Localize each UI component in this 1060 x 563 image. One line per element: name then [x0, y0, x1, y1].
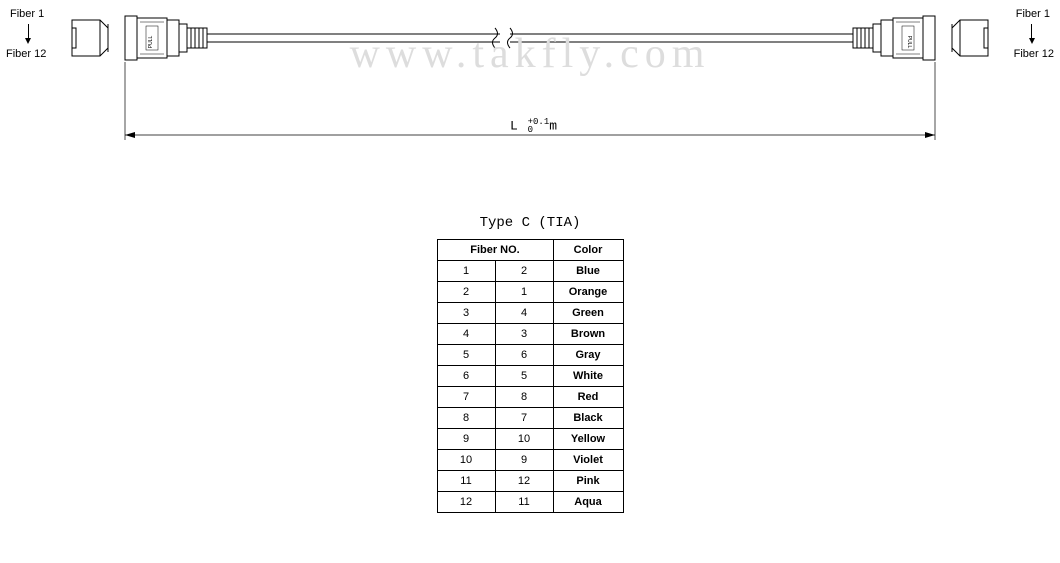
fiber-b-cell: 10	[495, 429, 553, 450]
fiber-b-cell: 1	[495, 282, 553, 303]
fiber-color-table: Fiber NO. Color 12Blue21Orange34Green43B…	[437, 239, 624, 513]
table-row: 910Yellow	[437, 429, 623, 450]
fiber-a-cell: 7	[437, 387, 495, 408]
fiber-b-cell: 5	[495, 366, 553, 387]
table-row: 87Black	[437, 408, 623, 429]
left-mpo-connector: PULL	[125, 16, 207, 60]
table-row: 109Violet	[437, 450, 623, 471]
color-cell: Violet	[553, 450, 623, 471]
length-tol-bot: 0	[528, 126, 550, 134]
fiber-b-cell: 8	[495, 387, 553, 408]
length-label: L +0.1 0 m	[510, 118, 557, 134]
fiber-a-cell: 12	[437, 492, 495, 513]
color-cell: Pink	[553, 471, 623, 492]
cable-diagram: PULL PULL	[0, 0, 1060, 200]
color-cell: Red	[553, 387, 623, 408]
fiber-b-cell: 12	[495, 471, 553, 492]
right-dust-cap	[952, 20, 988, 56]
color-cell: White	[553, 366, 623, 387]
color-cell: Brown	[553, 324, 623, 345]
table-header-row: Fiber NO. Color	[437, 240, 623, 261]
fiber-b-cell: 6	[495, 345, 553, 366]
table-row: 21Orange	[437, 282, 623, 303]
header-fiber-no: Fiber NO.	[437, 240, 553, 261]
color-cell: Black	[553, 408, 623, 429]
table-row: 12Blue	[437, 261, 623, 282]
fiber-a-cell: 1	[437, 261, 495, 282]
pull-label-left: PULL	[148, 36, 154, 49]
left-dust-cap	[72, 20, 108, 56]
table-row: 1211Aqua	[437, 492, 623, 513]
fiber-b-cell: 11	[495, 492, 553, 513]
fiber-a-cell: 10	[437, 450, 495, 471]
color-cell: Aqua	[553, 492, 623, 513]
fiber-b-cell: 3	[495, 324, 553, 345]
table-row: 43Brown	[437, 324, 623, 345]
table-row: 56Gray	[437, 345, 623, 366]
color-cell: Gray	[553, 345, 623, 366]
length-main: L	[510, 118, 518, 133]
fiber-table-container: Type C (TIA) Fiber NO. Color 12Blue21Ora…	[0, 215, 1060, 513]
fiber-a-cell: 3	[437, 303, 495, 324]
length-unit: m	[549, 118, 557, 133]
fiber-a-cell: 4	[437, 324, 495, 345]
fiber-a-cell: 9	[437, 429, 495, 450]
table-row: 65White	[437, 366, 623, 387]
pull-label-right: PULL	[906, 36, 912, 49]
fiber-a-cell: 6	[437, 366, 495, 387]
fiber-b-cell: 7	[495, 408, 553, 429]
fiber-b-cell: 4	[495, 303, 553, 324]
fiber-a-cell: 2	[437, 282, 495, 303]
table-row: 78Red	[437, 387, 623, 408]
fiber-a-cell: 8	[437, 408, 495, 429]
fiber-b-cell: 2	[495, 261, 553, 282]
color-cell: Blue	[553, 261, 623, 282]
header-color: Color	[553, 240, 623, 261]
table-row: 1112Pink	[437, 471, 623, 492]
right-mpo-connector: PULL	[853, 16, 935, 60]
color-cell: Orange	[553, 282, 623, 303]
cable-right	[510, 34, 853, 42]
fiber-a-cell: 5	[437, 345, 495, 366]
table-row: 34Green	[437, 303, 623, 324]
table-title: Type C (TIA)	[0, 215, 1060, 231]
cable-left	[207, 34, 500, 42]
fiber-a-cell: 11	[437, 471, 495, 492]
color-cell: Yellow	[553, 429, 623, 450]
fiber-b-cell: 9	[495, 450, 553, 471]
color-cell: Green	[553, 303, 623, 324]
cable-break	[493, 28, 513, 48]
